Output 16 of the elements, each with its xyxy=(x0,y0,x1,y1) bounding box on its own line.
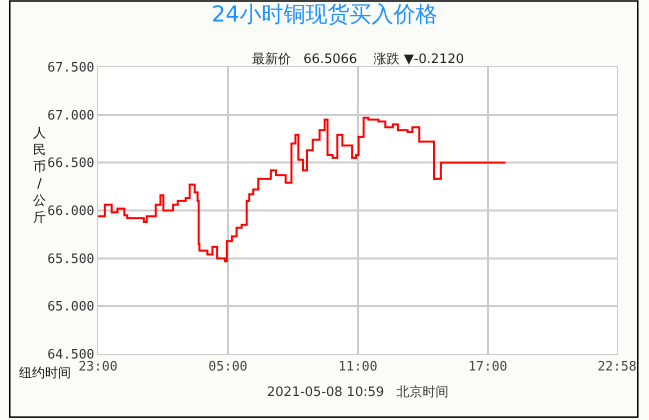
x-axis-title: 纽约时间 xyxy=(19,366,71,381)
x-tick-label: 05:00 xyxy=(208,360,248,375)
y-tick-label: 65.500 xyxy=(47,252,94,267)
y-tick-label: 66.500 xyxy=(47,156,94,172)
x-tick-label: 23:00 xyxy=(78,360,118,375)
chart-title: 24小时铜现货买入价格 xyxy=(212,2,438,28)
y-tick-label: 66.000 xyxy=(47,204,94,220)
text: 2021-05-08 10:59 北京时间 xyxy=(267,385,449,400)
chart-subtitle: 最新价 66.5066 涨跌 ▼-0.2120 xyxy=(252,52,464,67)
y-axis-title: 人民币/公斤 xyxy=(33,126,46,226)
y-tick-label: 67.500 xyxy=(47,60,94,76)
x-tick-label: 17:00 xyxy=(468,360,508,375)
x-tick-label: 22:58 xyxy=(597,360,637,375)
y-tick-label: 65.000 xyxy=(47,300,94,315)
x-tick-label: 11:00 xyxy=(338,360,378,375)
y-tick-label: 67.000 xyxy=(47,108,94,124)
